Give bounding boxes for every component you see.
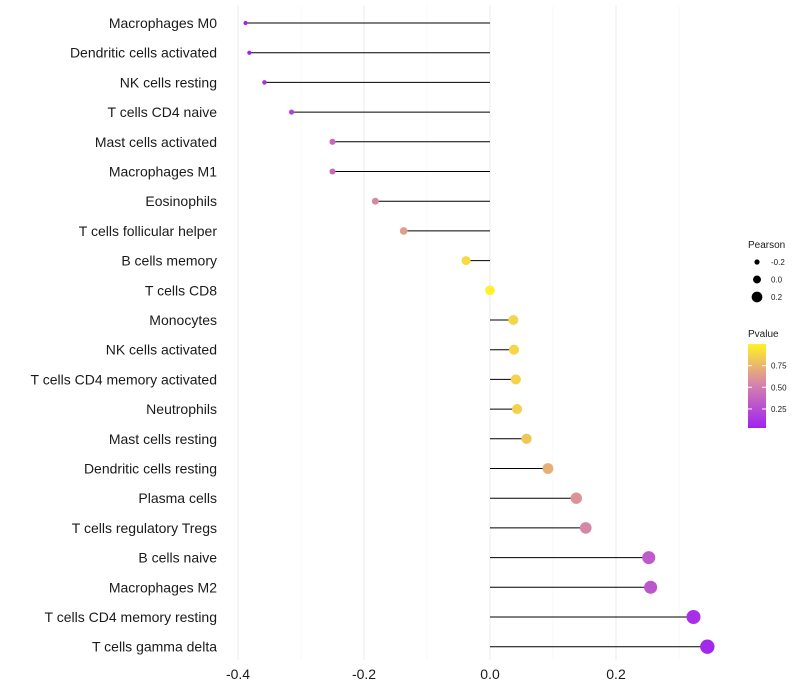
y-label: T cells gamma delta — [92, 639, 217, 655]
point — [579, 522, 592, 534]
y-label: Mast cells resting — [109, 431, 217, 447]
point — [485, 285, 495, 296]
point — [508, 314, 519, 326]
lollipop-points — [243, 20, 715, 654]
point — [508, 344, 519, 355]
y-label: T cells CD4 memory activated — [31, 371, 217, 387]
x-tick-label: 0.2 — [606, 666, 626, 682]
y-label: Plasma cells — [138, 490, 217, 506]
point — [686, 609, 701, 625]
y-label: NK cells resting — [120, 74, 217, 90]
legend-size-dot — [754, 259, 760, 265]
point — [644, 580, 658, 594]
x-tick-label: -0.2 — [352, 666, 376, 682]
y-label: Dendritic cells activated — [70, 45, 217, 61]
legend-size-label: 0.2 — [771, 293, 783, 302]
point — [399, 227, 408, 235]
point — [247, 50, 252, 55]
y-axis-labels: Macrophages M0 Dendritic cells activated N… — [31, 15, 218, 655]
y-label: Macrophages M0 — [109, 15, 217, 31]
point — [262, 80, 267, 85]
legend-size-label: 0.0 — [771, 276, 783, 285]
point — [512, 404, 523, 415]
point — [510, 374, 521, 385]
legend: Pearson -0.2 0.0 0.2 Pvalue 0.75 0.50 0.25 — [748, 240, 787, 428]
grid-lines — [237, 5, 680, 660]
y-label: Neutrophils — [146, 401, 217, 417]
y-label: Eosinophils — [145, 193, 217, 209]
legend-colorbar — [748, 344, 766, 428]
y-label: T cells regulatory Tregs — [72, 520, 217, 536]
x-tick-label: -0.4 — [226, 666, 250, 682]
legend-size-label: -0.2 — [771, 258, 785, 267]
point — [288, 109, 295, 115]
point — [521, 433, 532, 444]
point — [461, 256, 471, 266]
y-label: T cells CD8 — [145, 282, 217, 298]
x-axis-tick-labels: -0.4 -0.2 0.0 0.2 — [226, 666, 626, 682]
point — [329, 168, 336, 175]
point — [243, 20, 248, 26]
point — [642, 551, 656, 565]
legend-size-dot — [753, 275, 761, 284]
legend-color-label: 0.50 — [771, 383, 787, 392]
y-label: T cells CD4 naive — [108, 104, 218, 120]
y-label: B cells memory — [121, 253, 217, 269]
x-tick-label: 0.0 — [480, 666, 500, 682]
y-label: NK cells activated — [106, 342, 217, 358]
y-label: Monocytes — [149, 312, 217, 328]
point — [371, 197, 379, 205]
legend-color-title: Pvalue — [748, 329, 779, 340]
y-label: T cells follicular helper — [79, 223, 218, 239]
point — [570, 492, 583, 504]
point — [542, 463, 554, 474]
y-label: Macrophages M1 — [109, 164, 217, 180]
y-label: Dendritic cells resting — [84, 461, 217, 477]
y-label: B cells naive — [138, 550, 217, 566]
point — [700, 639, 715, 654]
y-label: Macrophages M2 — [109, 579, 217, 595]
lollipop-stems — [245, 22, 708, 648]
legend-size-keys: -0.2 0.0 0.2 — [751, 258, 785, 303]
y-label: T cells CD4 memory resting — [45, 609, 217, 625]
legend-color-label: 0.75 — [771, 362, 787, 371]
legend-size-title: Pearson — [748, 240, 785, 251]
point — [329, 138, 336, 145]
legend-color-keys: 0.75 0.50 0.25 — [748, 362, 787, 414]
y-label: Mast cells activated — [95, 134, 217, 150]
legend-size-dot — [751, 291, 763, 303]
legend-color-label: 0.25 — [771, 405, 787, 414]
